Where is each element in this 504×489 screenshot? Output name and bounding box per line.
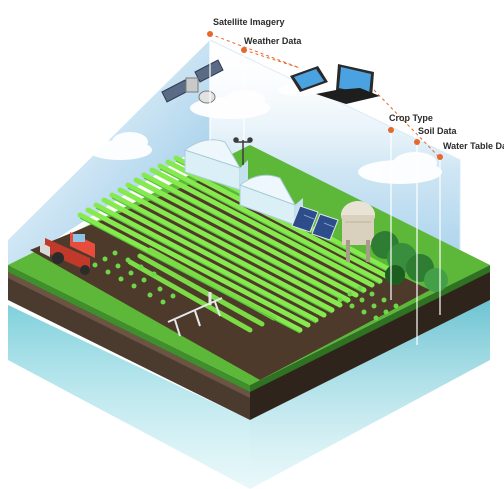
marker-satellite-imagery xyxy=(207,31,213,37)
tablet-icon xyxy=(290,66,328,92)
tractor-icon xyxy=(40,232,95,275)
marker-weather-data xyxy=(241,47,247,53)
silo-icon xyxy=(341,201,375,262)
label-markers xyxy=(207,31,443,160)
laptop-icon xyxy=(316,64,380,104)
data-connectors xyxy=(209,33,441,159)
crop-rows xyxy=(77,155,399,333)
marker-soil-data xyxy=(414,139,420,145)
weather-station-icon xyxy=(233,137,253,165)
satellite-icon xyxy=(161,59,224,104)
marker-crop-type xyxy=(388,127,394,133)
label-weather-data: Weather Data xyxy=(244,36,302,46)
label-water-table-data: Water Table Data xyxy=(443,141,504,151)
solar-panel-icon xyxy=(291,205,339,241)
water-table-layer xyxy=(8,300,490,489)
data-probe-lines xyxy=(209,34,441,345)
seedling-plot-left xyxy=(92,250,176,305)
seedling-plot-right xyxy=(337,285,399,321)
soil-layer xyxy=(8,270,490,420)
tree-icon xyxy=(371,231,448,292)
label-satellite-imagery: Satellite Imagery xyxy=(213,17,285,27)
label-soil-data: Soil Data xyxy=(418,126,457,136)
marker-water-table-data xyxy=(437,154,443,160)
irrigation-pivot-icon xyxy=(167,292,223,337)
label-crop-type: Crop Type xyxy=(389,113,433,123)
